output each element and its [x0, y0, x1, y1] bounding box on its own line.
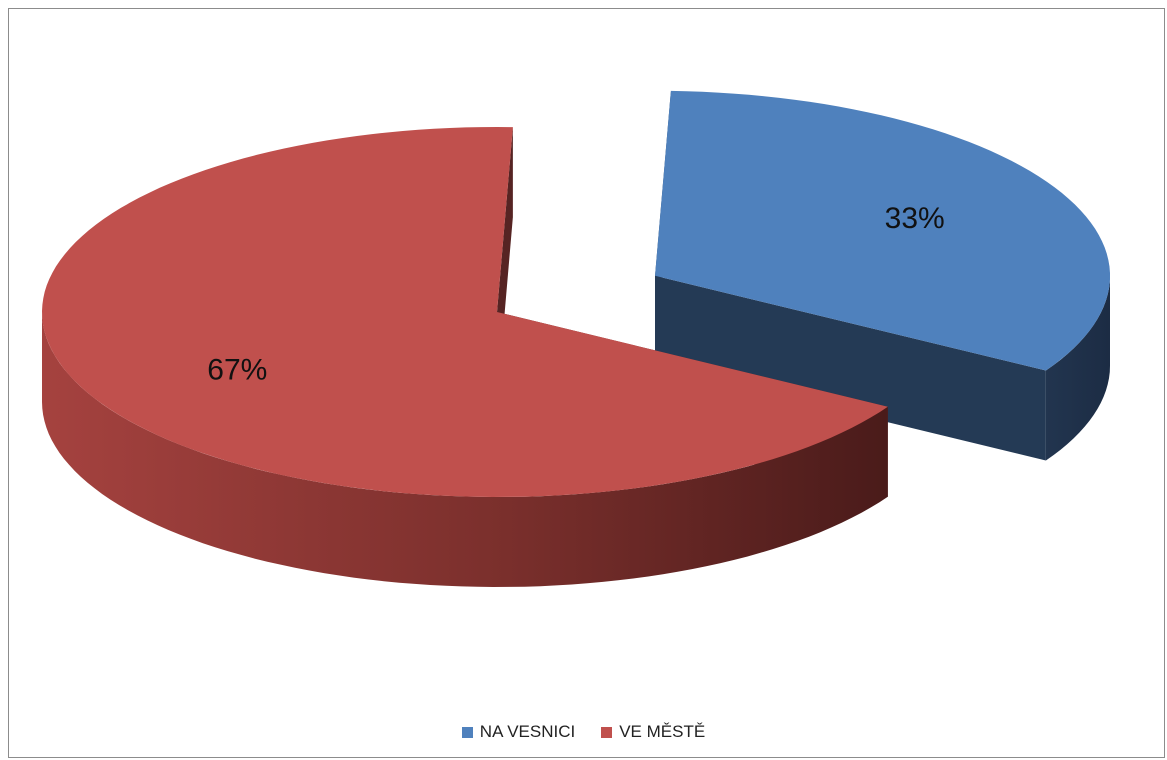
- slice-cut-face: [655, 275, 1046, 461]
- legend-label-na-vesnici: NA VESNICI: [479, 722, 576, 741]
- slice-top: [655, 90, 1110, 371]
- slice-top: [42, 127, 888, 497]
- data-label-ve-meste: 67%: [207, 354, 267, 387]
- slice-ve-meste: [42, 127, 888, 587]
- data-label-na-vesnici: 33%: [885, 202, 945, 235]
- legend-swatch-ve-meste: [601, 726, 613, 738]
- slice-outer-wall: [1045, 275, 1110, 461]
- legend-label-ve-meste: VE MĚSTĚ: [619, 722, 706, 741]
- slice-na-vesnici: [655, 90, 1110, 461]
- legend: NA VESNICI VE MĚSTĚ: [0, 722, 1167, 742]
- legend-item-na-vesnici: NA VESNICI: [461, 722, 576, 742]
- slice-outer-wall: [42, 312, 888, 587]
- legend-item-ve-meste: VE MĚSTĚ: [601, 722, 705, 742]
- legend-swatch-na-vesnici: [461, 726, 473, 738]
